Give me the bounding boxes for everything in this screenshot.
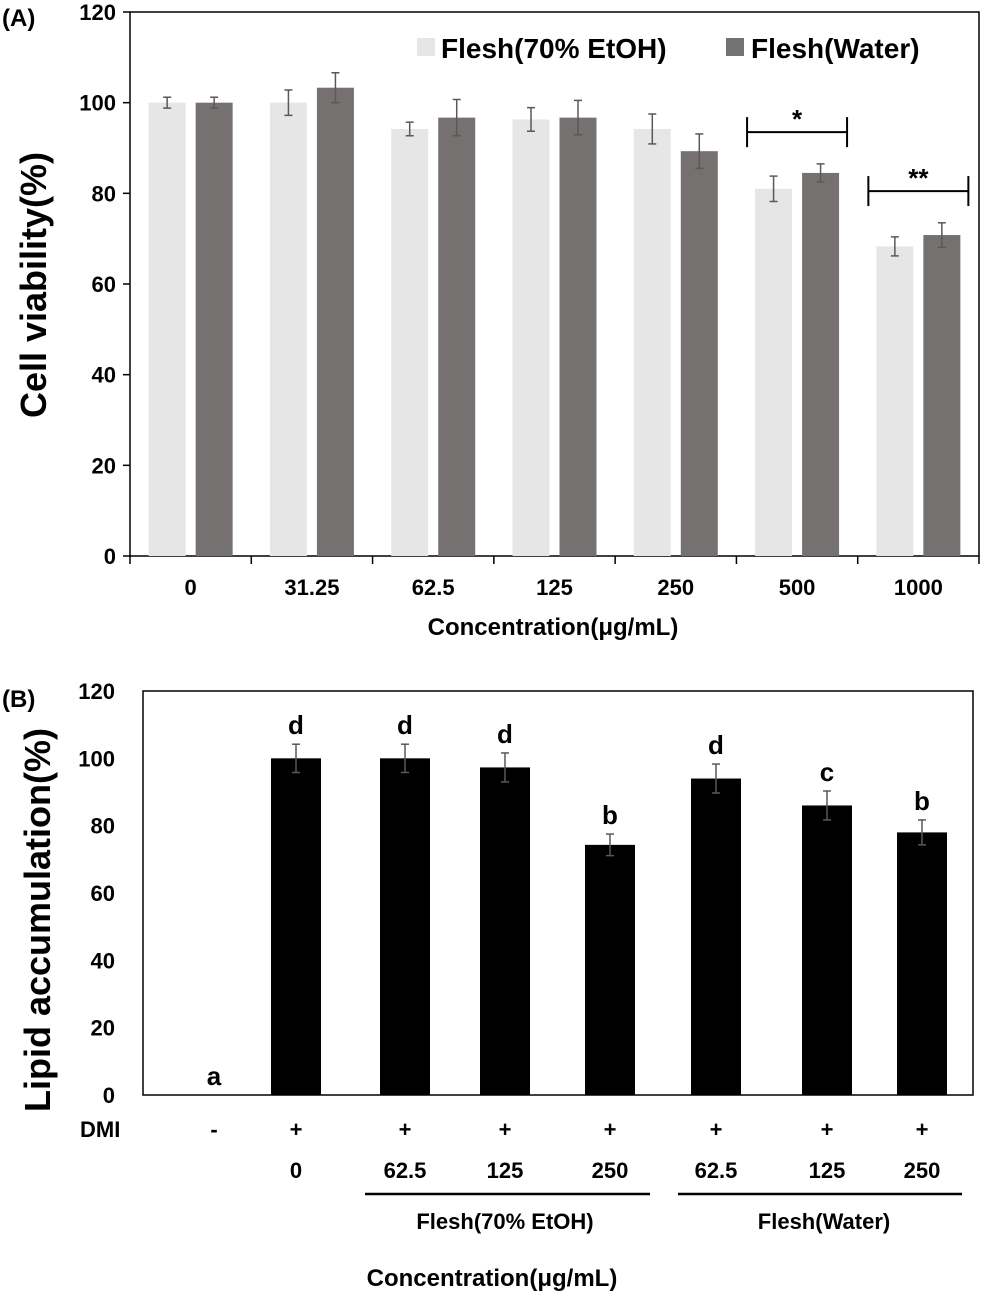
dmi-value: + xyxy=(399,1117,412,1142)
significance-letter: b xyxy=(914,786,930,816)
y-tick-label: 80 xyxy=(92,181,116,206)
bar-etoh xyxy=(148,102,186,557)
bar-lipid xyxy=(585,844,635,1095)
group-label-etoh: Flesh(70% EtOH) xyxy=(416,1209,593,1234)
significance-letter: d xyxy=(497,719,513,749)
bar-water xyxy=(316,87,354,556)
x-tick-label: 31.25 xyxy=(284,575,339,600)
bar-water xyxy=(559,117,597,557)
panel-a-significance: *** xyxy=(746,104,970,207)
legend-label-etoh: Flesh(70% EtOH) xyxy=(441,33,667,64)
panel-a-legend: Flesh(70% EtOH) Flesh(Water) xyxy=(417,33,920,64)
y-tick-label: 40 xyxy=(91,948,115,973)
panel-b-bars: a d d d b d c b xyxy=(207,710,947,1095)
bar-lipid xyxy=(480,767,530,1095)
y-tick-label: 40 xyxy=(92,363,116,388)
dmi-value: + xyxy=(710,1117,723,1142)
dmi-value: + xyxy=(821,1117,834,1142)
bar-water xyxy=(923,235,961,557)
group-label-water: Flesh(Water) xyxy=(758,1209,890,1234)
y-tick-label: 100 xyxy=(78,746,115,771)
legend-label-water: Flesh(Water) xyxy=(751,33,920,64)
bar-lipid xyxy=(897,832,947,1095)
x-tick-label: 500 xyxy=(779,575,816,600)
dmi-value: + xyxy=(604,1117,617,1142)
bar-etoh xyxy=(512,119,550,556)
panel-b-y-axis-label: Lipid accumulation(%) xyxy=(17,728,58,1112)
panel-a-plot-frame xyxy=(129,11,980,557)
panel-b-chart: (B) 0 20 40 60 80 100 120 a d d d b d c b DMI - +0 +62.… xyxy=(2,679,974,1292)
x-tick-label: 125 xyxy=(536,575,573,600)
panel-a-y-ticks: 0 20 40 60 80 100 120 xyxy=(79,0,130,569)
panel-b-y-ticks: 0 20 40 60 80 100 120 xyxy=(78,679,115,1108)
bar-etoh xyxy=(391,128,429,556)
concentration-value: 0 xyxy=(290,1158,302,1183)
panel-a-bars xyxy=(148,71,961,557)
y-tick-label: 100 xyxy=(79,91,116,116)
dmi-value: + xyxy=(499,1117,512,1142)
y-tick-label: 60 xyxy=(91,881,115,906)
x-tick-label: 0 xyxy=(185,575,197,600)
panel-a-x-axis-label: Concentration(μg/mL) xyxy=(428,614,679,641)
significance-letter: b xyxy=(602,800,618,830)
bar-etoh xyxy=(755,188,793,557)
y-tick-label: 80 xyxy=(91,814,115,839)
concentration-value: 250 xyxy=(592,1158,629,1183)
bar-etoh xyxy=(633,128,671,556)
y-tick-label: 120 xyxy=(78,679,115,704)
concentration-value: 62.5 xyxy=(695,1158,738,1183)
bar-lipid xyxy=(691,778,741,1095)
y-tick-label: 120 xyxy=(79,0,116,25)
significance-label: * xyxy=(792,104,803,134)
significance-letter: d xyxy=(397,710,413,740)
panel-a-y-axis-label: Cell viability(%) xyxy=(13,152,54,418)
y-tick-label: 0 xyxy=(103,1083,115,1108)
significance-letter: c xyxy=(820,757,834,787)
y-tick-label: 0 xyxy=(104,544,116,569)
bar-etoh xyxy=(269,102,307,557)
concentration-value: 62.5 xyxy=(384,1158,427,1183)
bar-lipid xyxy=(802,805,852,1095)
dmi-row-label: DMI xyxy=(80,1117,120,1142)
bar-lipid xyxy=(271,758,321,1095)
x-tick-label: 62.5 xyxy=(412,575,455,600)
panel-b-plot-frame xyxy=(142,690,974,1096)
dmi-value: - xyxy=(210,1117,217,1142)
bar-water xyxy=(195,102,233,557)
significance-letter: d xyxy=(708,730,724,760)
significance-letter: a xyxy=(207,1061,222,1091)
bar-water xyxy=(438,117,476,557)
y-tick-label: 60 xyxy=(92,272,116,297)
y-tick-label: 20 xyxy=(91,1016,115,1041)
significance-letter: d xyxy=(288,710,304,740)
concentration-value: 125 xyxy=(487,1158,524,1183)
x-tick-label: 1000 xyxy=(894,575,943,600)
panel-b-groups: Flesh(70% EtOH) Flesh(Water) xyxy=(365,1192,962,1234)
bar-water xyxy=(680,151,718,556)
panel-b-treatment-rows: DMI - +0 +62.5 +125 +250 +62.5 +125 +250 xyxy=(80,1117,940,1183)
dmi-value: + xyxy=(916,1117,929,1142)
y-tick-label: 20 xyxy=(92,453,116,478)
legend-swatch-water xyxy=(726,38,744,56)
dmi-value: + xyxy=(290,1117,303,1142)
panel-b-label: (B) xyxy=(2,686,35,713)
panel-a-label: (A) xyxy=(2,5,35,32)
concentration-value: 250 xyxy=(904,1158,941,1183)
panel-b-x-axis-label: Concentration(μg/mL) xyxy=(367,1265,618,1292)
legend-swatch-etoh xyxy=(417,38,435,56)
concentration-value: 125 xyxy=(809,1158,846,1183)
bar-etoh xyxy=(876,246,914,556)
bar-lipid xyxy=(380,758,430,1095)
bar-water xyxy=(802,172,840,556)
significance-label: ** xyxy=(908,163,929,193)
panel-a-chart: (A) 0 20 40 60 80 100 120 0 31.25 62.5 125 250 500 1… xyxy=(2,0,980,641)
panel-a-x-ticks: 0 31.25 62.5 125 250 500 1000 xyxy=(129,556,980,600)
x-tick-label: 250 xyxy=(657,575,694,600)
